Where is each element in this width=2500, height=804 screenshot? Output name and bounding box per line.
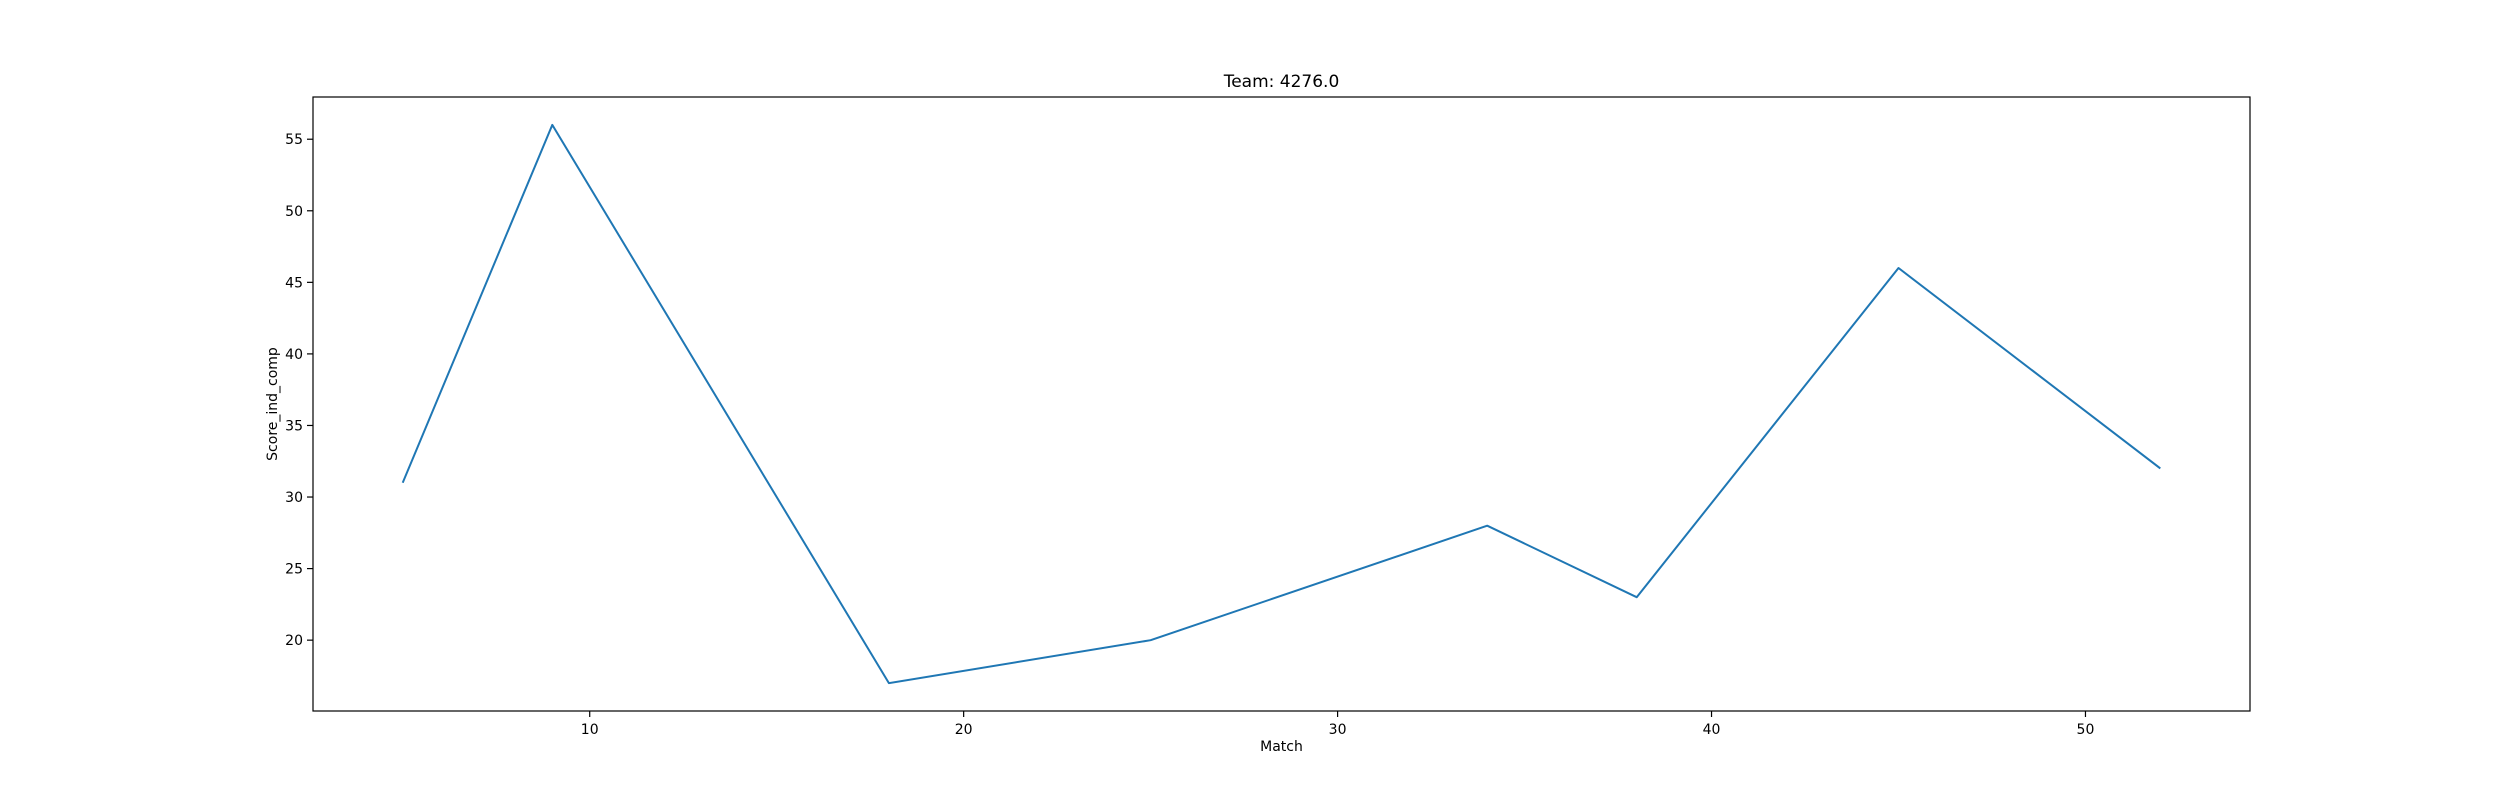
x-tick-label: 50 xyxy=(2077,722,2095,738)
plot-area-frame xyxy=(312,96,2251,712)
x-tick-label: 10 xyxy=(581,722,599,738)
y-tick-label: 25 xyxy=(285,562,303,578)
chart-title: Team: 4276.0 xyxy=(1223,72,1340,92)
data-point xyxy=(1149,638,1153,642)
y-tick-label: 55 xyxy=(285,132,303,148)
y-tick-label: 30 xyxy=(285,490,303,506)
x-axis-label: Match xyxy=(1260,739,1303,755)
data-point xyxy=(401,481,405,485)
y-tick-label: 35 xyxy=(285,418,303,434)
x-axis-ticks: 10 20 30 40 50 xyxy=(581,711,2095,738)
series-line xyxy=(401,123,2161,685)
y-axis-ticks: 20 25 30 35 40 45 50 55 xyxy=(285,132,313,649)
data-point xyxy=(887,681,891,685)
data-point xyxy=(550,123,554,127)
y-tick-label: 50 xyxy=(285,204,303,220)
y-tick-label: 40 xyxy=(285,347,303,363)
data-point xyxy=(1896,266,1900,270)
x-tick-label: 30 xyxy=(1329,722,1347,738)
y-axis-label: Score_ind_comp xyxy=(265,347,281,461)
x-tick-label: 20 xyxy=(955,722,973,738)
data-point xyxy=(1485,524,1489,528)
x-tick-label: 40 xyxy=(1703,722,1721,738)
y-tick-label: 45 xyxy=(285,275,303,291)
series-layer xyxy=(401,123,2162,685)
data-point xyxy=(2158,466,2162,470)
y-tick-label: 20 xyxy=(285,633,303,649)
data-point xyxy=(1635,595,1639,599)
